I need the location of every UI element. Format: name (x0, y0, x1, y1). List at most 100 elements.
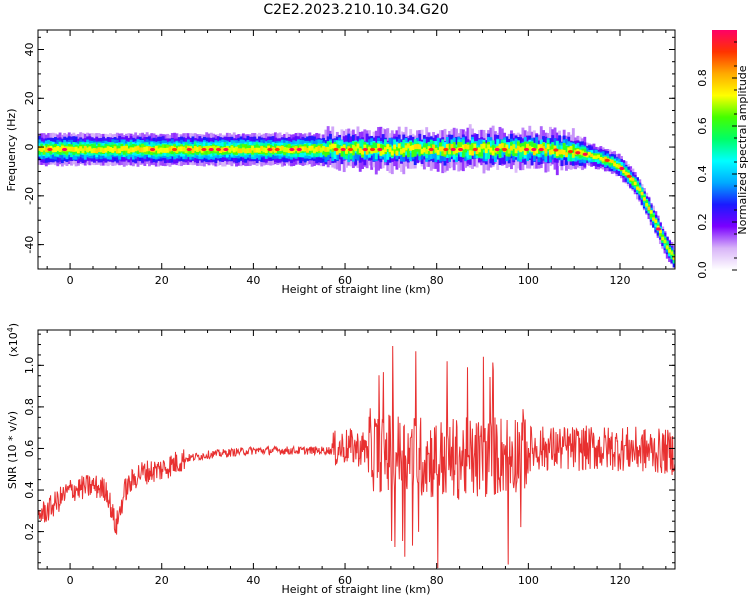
spectrogram-peak (428, 147, 434, 152)
spectrogram-cell (466, 144, 470, 150)
spectrogram-cell (452, 142, 456, 151)
x-tick-label: 120 (610, 574, 631, 587)
spectrogram-cell (207, 145, 211, 151)
spectrogram-cell (670, 251, 674, 255)
spectrogram-cell (370, 148, 374, 154)
x-tick-label: 120 (610, 274, 631, 287)
spectrogram-peak (553, 148, 559, 152)
spectrogram-cell (79, 146, 83, 152)
spectrogram-cell (491, 145, 495, 154)
spectrogram-cell (489, 147, 493, 153)
x-tick-label: 100 (518, 574, 539, 587)
spectrogram-cell (553, 145, 557, 151)
spectrogram-cell (519, 146, 523, 160)
spectrogram-cell (86, 147, 90, 153)
spectrogram-cell (283, 147, 287, 152)
spectrogram-cell (161, 147, 165, 153)
x-tick-label: 60 (338, 574, 352, 587)
spectrogram-cell (656, 225, 660, 230)
spectrogram-cell (571, 152, 575, 158)
spectrogram-cell (645, 203, 649, 207)
spectrogram-cell (512, 144, 516, 150)
spectrogram-cell (393, 145, 397, 154)
spectrogram-cell (319, 147, 323, 153)
spectrogram-cell (400, 148, 403, 154)
snr-x-axis-label: Height of straight line (km) (281, 583, 430, 596)
spectrogram-cell (592, 155, 596, 159)
chart-title: C2E2.2023.210.10.34.G20 (263, 2, 448, 18)
spectrogram-cell (663, 239, 667, 244)
x-tick-label: 0 (67, 574, 74, 587)
spectrogram-cell (503, 143, 507, 152)
spectrogram-cell (544, 148, 548, 154)
spectrogram-cell (232, 147, 236, 153)
spectrogram-cell (113, 146, 117, 152)
spectrogram-cell (404, 145, 408, 151)
spectrogram-cell (301, 146, 305, 152)
spectrogram-cell (519, 147, 523, 153)
y-tick-label: 0.2 (23, 523, 36, 541)
spectrogram-cell (253, 147, 257, 153)
spectrogram-cell (406, 143, 410, 149)
spectrogram-cell (652, 217, 655, 221)
spectrogram-cell (90, 143, 94, 153)
spectrogram-cell (638, 187, 642, 191)
spectrogram-cell (175, 148, 179, 154)
spectrogram-peak (201, 147, 207, 152)
spectrogram-peak (501, 147, 508, 152)
spectrogram-cell (523, 150, 527, 155)
spectrogram-cell (141, 147, 145, 153)
spectrogram-cell (406, 142, 410, 155)
spectrogram-cell (333, 143, 337, 149)
spectrogram-cell (377, 143, 381, 149)
spectrogram-cell (505, 148, 509, 157)
spectrogram-cell (438, 146, 442, 152)
spectrogram-cell (239, 144, 243, 153)
snr-panel: 0 20 40 60 80 100 120 0.2 0.4 0.6 0.8 1.0 Height o… (6, 323, 676, 596)
snr-frame (37, 329, 676, 570)
spectrogram-cell (468, 150, 472, 156)
spectrogram-cell (672, 256, 675, 260)
spectrogram-cell (615, 164, 619, 168)
spectrogram-cell (528, 145, 532, 151)
spectrogram-cell (374, 147, 378, 153)
spectrogram-cell (111, 147, 115, 153)
spectrogram-peak (457, 147, 464, 152)
spectrogram-cell (393, 144, 397, 150)
spectrogram-cell (154, 145, 158, 151)
spectrogram-peak (171, 147, 178, 152)
spectrogram-cell (565, 152, 568, 158)
spectrogram-peak (619, 166, 625, 171)
spectrogram-cell (248, 148, 252, 153)
spectrogram-y-ticks: -40 -20 0 20 40 (23, 36, 675, 270)
spectrogram-cell (184, 148, 188, 154)
spectrogram-cell (535, 148, 539, 154)
spectrogram-cell (228, 147, 232, 153)
x-tick-label: 100 (518, 274, 539, 287)
snr-x-ticks: 0 20 40 60 80 100 120 (46, 330, 667, 587)
spectrogram-cell (581, 150, 584, 156)
spectrogram-cell (129, 147, 133, 153)
y-tick-label: 0.6 (23, 440, 36, 458)
spectrogram-cell (631, 179, 635, 186)
spectrogram-cell (363, 144, 367, 150)
spectrogram-cell (260, 146, 264, 151)
spectrogram-cell (182, 146, 186, 152)
spectrogram-cell (610, 159, 614, 164)
spectrogram-cell (480, 143, 484, 149)
spectrogram-cell (340, 148, 344, 157)
spectrogram-cell (51, 147, 55, 153)
spectrogram-cell (498, 143, 502, 149)
spectrogram-cell (198, 146, 202, 152)
spectrogram-cell (285, 147, 289, 153)
spectrogram-cell (354, 141, 358, 151)
spectrogram-cell (516, 141, 520, 150)
spectrogram-cell (416, 144, 419, 150)
spectrogram-cell (76, 148, 80, 154)
y-tick-label: -20 (23, 187, 36, 205)
spectrogram-cell (590, 153, 594, 158)
spectrogram-cell (597, 154, 600, 159)
spectrogram-cell (312, 148, 316, 154)
spectrogram-cell (56, 146, 60, 151)
